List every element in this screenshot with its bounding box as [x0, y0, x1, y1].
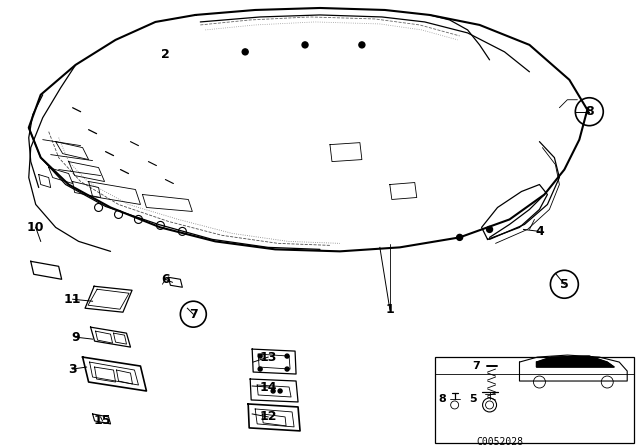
Text: 8: 8 [585, 105, 594, 118]
Text: 3: 3 [68, 362, 77, 375]
Circle shape [302, 42, 308, 48]
Text: C0052028: C0052028 [476, 437, 523, 447]
Text: 6: 6 [161, 273, 170, 286]
Text: 10: 10 [27, 221, 45, 234]
Text: 13: 13 [259, 351, 277, 364]
Circle shape [242, 49, 248, 55]
Text: 4: 4 [535, 225, 544, 238]
Bar [435, 357, 634, 443]
Text: 9: 9 [71, 331, 80, 344]
Circle shape [271, 389, 275, 393]
Polygon shape [536, 356, 614, 367]
Text: 5: 5 [560, 278, 569, 291]
Text: 1: 1 [385, 303, 394, 316]
Text: 2: 2 [161, 48, 170, 61]
Circle shape [285, 354, 289, 358]
Text: 7: 7 [189, 308, 198, 321]
Circle shape [457, 234, 463, 241]
Circle shape [258, 367, 262, 371]
Text: 7: 7 [473, 361, 481, 371]
Text: 14: 14 [259, 380, 277, 393]
Circle shape [278, 389, 282, 393]
Circle shape [285, 367, 289, 371]
Text: 12: 12 [259, 410, 277, 423]
Text: 11: 11 [64, 293, 81, 306]
Circle shape [258, 354, 262, 358]
Circle shape [359, 42, 365, 48]
Circle shape [486, 226, 493, 233]
Text: 15: 15 [94, 414, 111, 427]
Text: 8: 8 [439, 394, 447, 404]
Text: 5: 5 [468, 394, 476, 404]
